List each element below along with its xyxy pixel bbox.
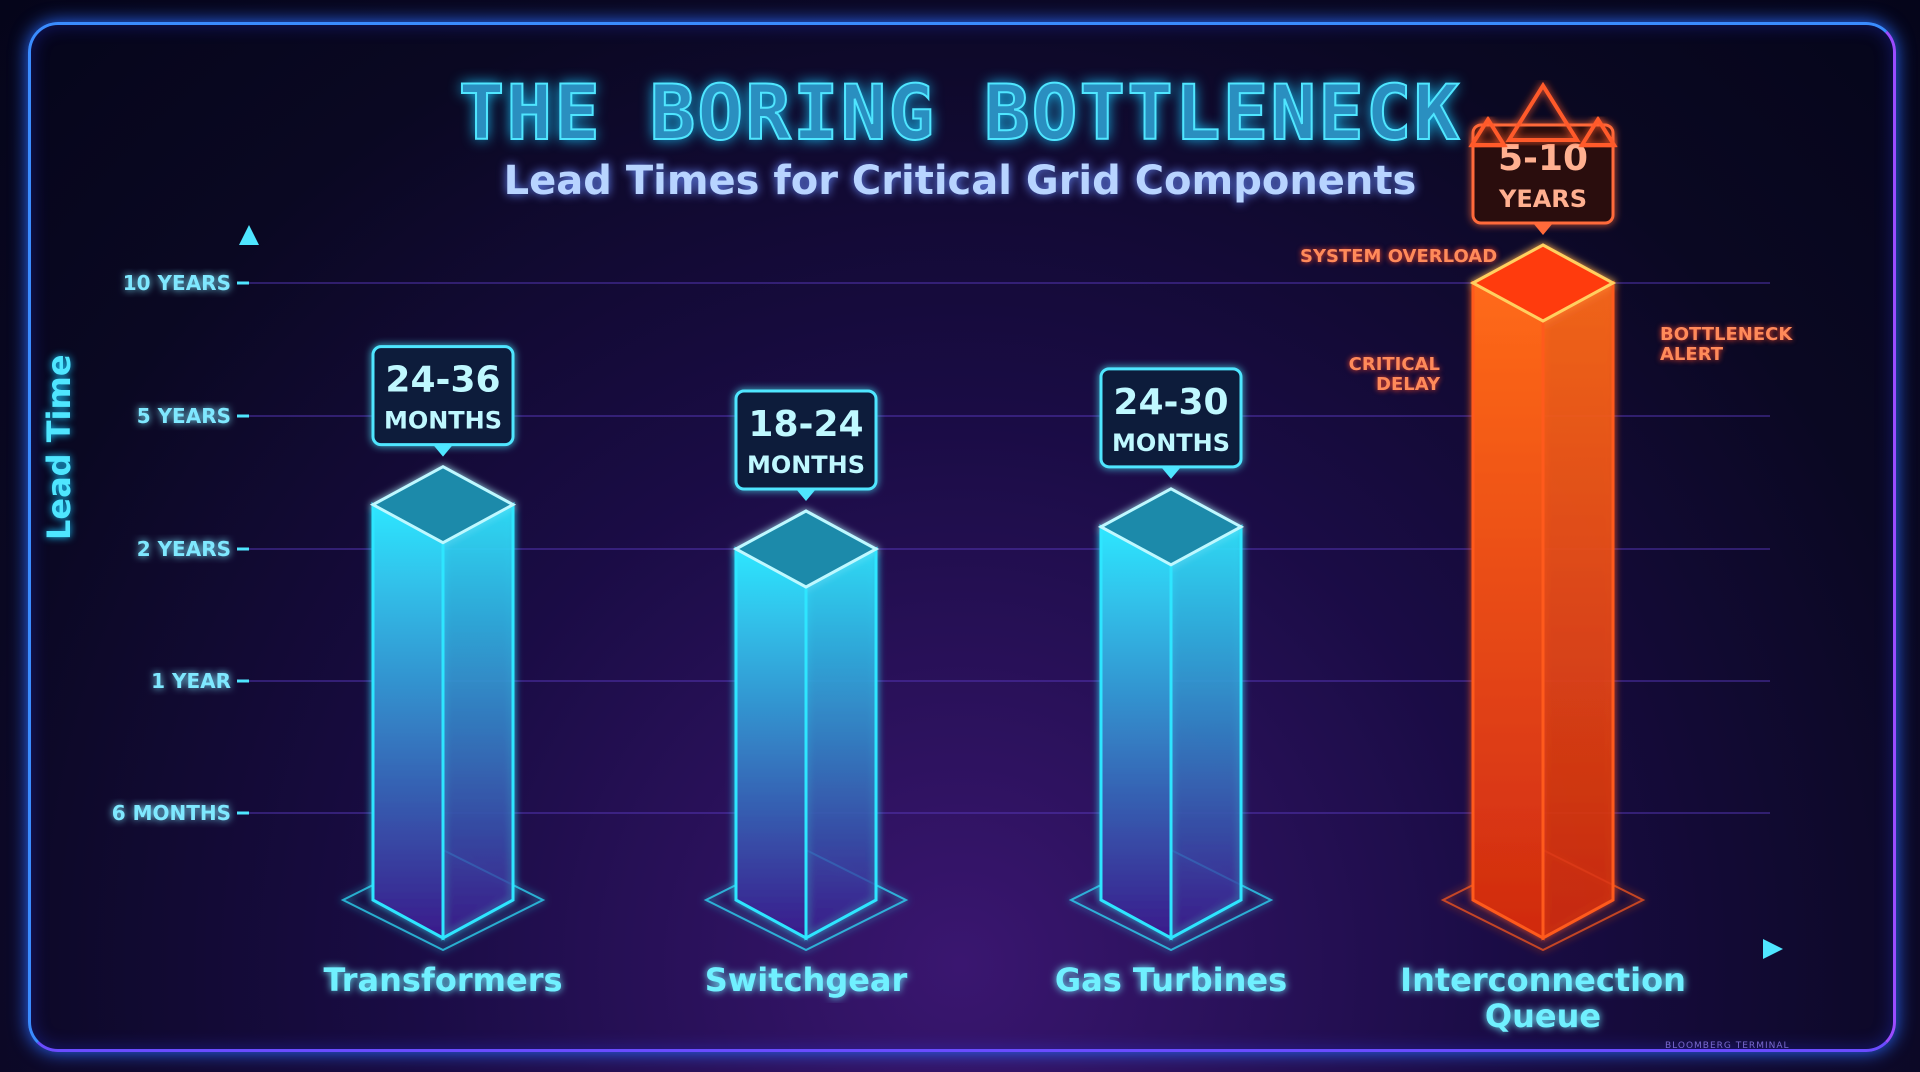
warning-icon	[1578, 115, 1618, 147]
warning-icon	[1468, 115, 1508, 147]
data-label-pointer	[433, 444, 453, 457]
bar-face-right	[1541, 280, 1615, 941]
bar-face-right	[441, 502, 515, 941]
annotation-system-overload: SYSTEM OVERLOAD	[1300, 246, 1498, 267]
warning-icon	[1505, 81, 1581, 142]
data-label-value: 5-10	[1498, 138, 1588, 179]
x-category-label: Gas Turbines	[1055, 961, 1287, 999]
bar-face-left	[1471, 280, 1545, 941]
data-label-value: 18-24	[748, 404, 863, 445]
footer-brand: BLOOMBERG TERMINAL	[1665, 1041, 1790, 1051]
x-category-label: Switchgear	[705, 961, 908, 999]
annotation-bottleneck-alert: BOTTLENECK ALERT	[1660, 324, 1793, 365]
x-category-label: Interconnection Queue	[1400, 961, 1686, 1035]
bar-transformers	[340, 464, 546, 952]
bar-face-right	[1169, 524, 1243, 941]
y-tick-label: 1 YEAR	[151, 669, 231, 693]
data-label-value: 24-36	[385, 360, 500, 401]
data-label-pointer	[1161, 466, 1181, 479]
data-label-unit: MONTHS	[384, 407, 502, 435]
hud-frame	[28, 22, 1896, 1052]
x-axis-arrow	[1763, 939, 1783, 959]
bar-gas-turbines	[1068, 487, 1274, 952]
data-label-unit: MONTHS	[1112, 429, 1230, 457]
y-tick-label: 2 YEARS	[137, 537, 231, 561]
chart-subtitle: Lead Times for Critical Grid Components	[503, 158, 1417, 204]
y-tick-label: 6 MONTHS	[112, 801, 231, 825]
bar-face-left	[734, 546, 808, 941]
data-label-value: 24-30	[1113, 382, 1228, 423]
bar-top	[1097, 487, 1245, 567]
y-tick-label: 5 YEARS	[137, 404, 231, 428]
bar-top	[732, 509, 880, 589]
data-label-unit: YEARS	[1498, 185, 1587, 213]
y-axis-arrow	[239, 225, 259, 245]
bar-top	[369, 464, 517, 545]
data-label-pointer	[1533, 223, 1553, 235]
y-tick-label: 10 YEARS	[123, 271, 231, 295]
data-label-unit: MONTHS	[747, 451, 865, 479]
bar-face-right	[804, 546, 878, 941]
data-label-pointer	[796, 489, 816, 501]
chart-title: THE BORING BOTTLENECK	[458, 67, 1462, 158]
bar-face-left	[371, 502, 445, 941]
annotation-critical-delay: CRITICAL DELAY	[1348, 354, 1440, 395]
bar-face-left	[1099, 524, 1173, 941]
bar-interconnection-queue	[1440, 243, 1646, 952]
x-category-label: Transformers	[323, 961, 562, 999]
bar-switchgear	[703, 509, 909, 952]
bar-top	[1469, 243, 1617, 323]
